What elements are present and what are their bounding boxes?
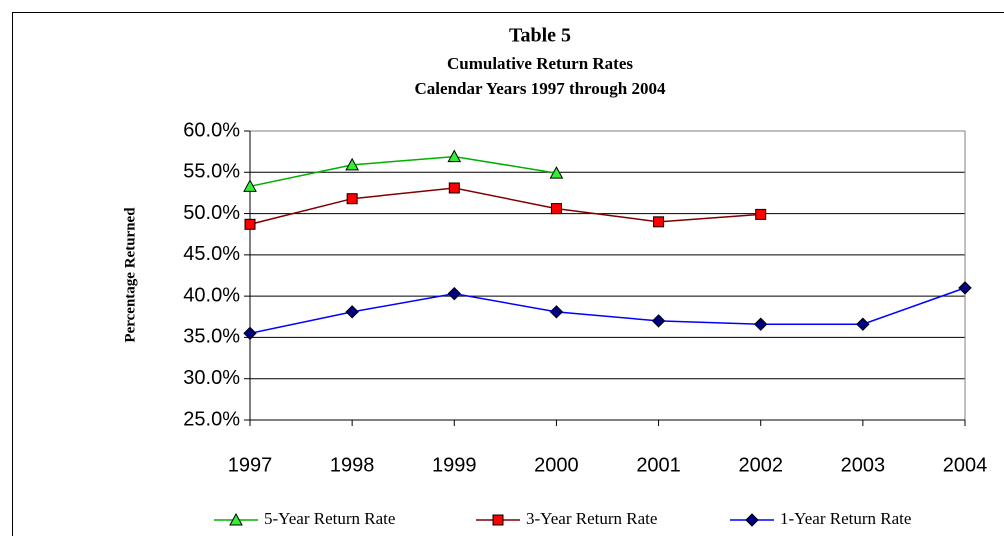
legend-marker (229, 512, 243, 526)
y-tick-label: 35.0% (183, 326, 240, 348)
chart-subtitle: Cumulative Return Rates (447, 54, 633, 73)
legend-label: 1-Year Return Rate (780, 509, 911, 528)
marker (346, 193, 358, 205)
legend-marker (492, 514, 504, 526)
marker (448, 182, 460, 194)
x-tick-label: 1998 (330, 454, 375, 476)
marker (549, 166, 564, 179)
marker (550, 203, 562, 215)
y-tick-label: 45.0% (183, 243, 240, 265)
marker (345, 305, 359, 319)
marker (345, 157, 359, 171)
marker (243, 179, 257, 192)
marker (653, 216, 665, 228)
y-tick-label: 40.0% (183, 284, 240, 306)
x-tick-label: 2001 (636, 454, 681, 476)
marker (243, 326, 257, 341)
y-tick-label: 30.0% (183, 367, 240, 389)
x-tick-label: 2002 (738, 454, 783, 476)
legend-marker (745, 513, 759, 527)
marker (447, 286, 461, 301)
x-tick-label: 1997 (228, 454, 273, 476)
marker (856, 317, 870, 331)
y-axis-label: Percentage Returned (122, 207, 138, 343)
x-tick-label: 1999 (432, 454, 477, 476)
marker (958, 281, 972, 295)
x-tick-label: 2004 (943, 454, 988, 476)
chart-border (12, 12, 1004, 536)
marker (244, 218, 256, 230)
series-line (249, 287, 966, 335)
marker (549, 305, 564, 319)
marker (755, 208, 767, 220)
series-line (249, 155, 557, 188)
x-tick-label: 2000 (534, 454, 579, 476)
y-tick-label: 25.0% (183, 408, 240, 430)
legend-label: 5-Year Return Rate (264, 509, 395, 528)
marker (754, 317, 768, 331)
marker (447, 149, 462, 163)
y-tick-label: 60.0% (183, 119, 240, 141)
marker (651, 314, 666, 328)
chart-title: Table 5 (509, 25, 571, 47)
x-tick-label: 2003 (841, 454, 886, 476)
series-line (249, 187, 761, 226)
chart-subtitle: Calendar Years 1997 through 2004 (415, 79, 666, 98)
y-tick-label: 55.0% (183, 161, 240, 183)
y-tick-label: 50.0% (183, 202, 240, 224)
legend-label: 3-Year Return Rate (526, 509, 657, 528)
